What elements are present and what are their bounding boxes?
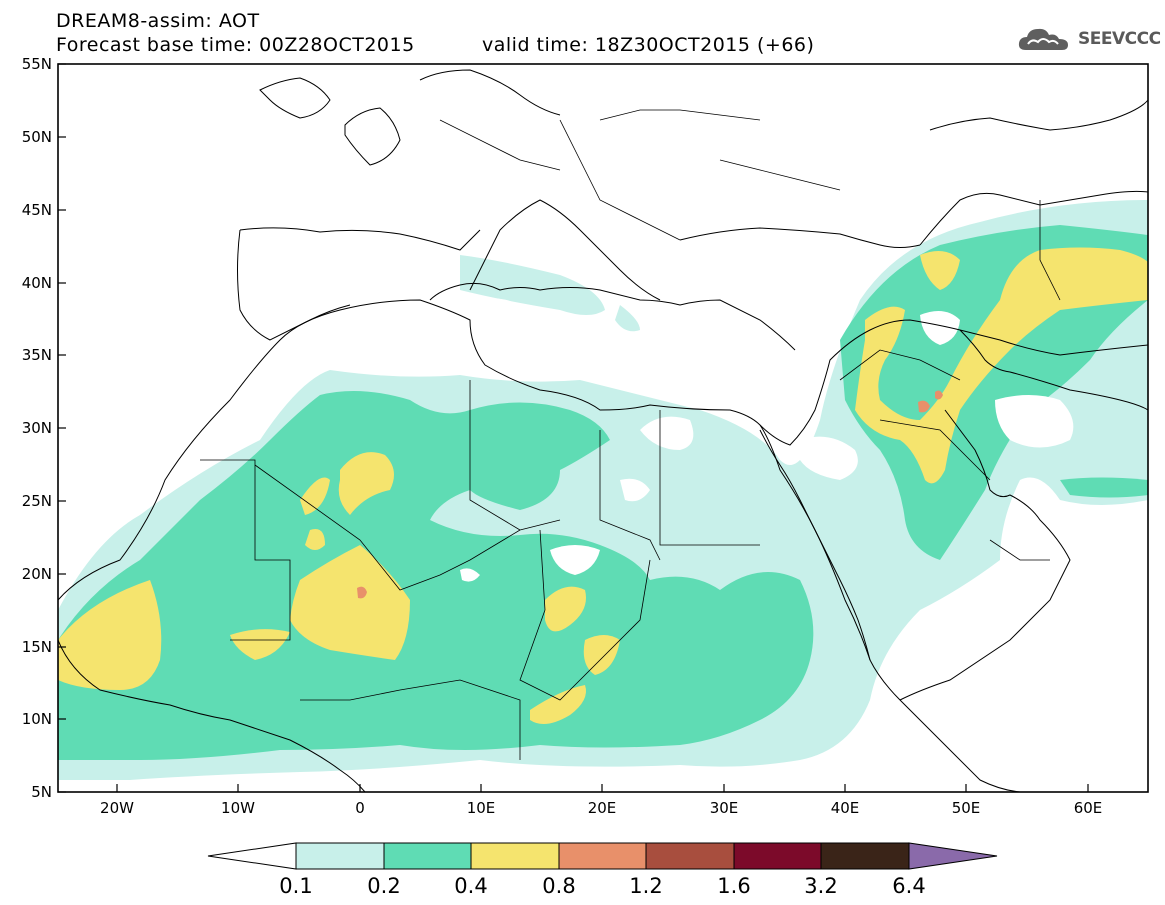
lon-label: 50E [952,799,981,817]
country-borders [200,109,1061,760]
legend-label: 0.8 [542,874,575,898]
legend-swatch [383,842,472,870]
map-title: DREAM8-assim: AOT [56,10,260,32]
lat-label: 50N [22,128,52,146]
lat-label: 25N [22,492,52,510]
lon-label: 20W [100,799,134,817]
legend-swatch [733,842,822,870]
forecast-base-time: Forecast base time: 00Z28OCT2015 [56,34,415,56]
cloud-icon [1018,28,1068,50]
legend-swatch-above [908,842,998,870]
lat-label: 5N [31,783,52,801]
lon-label: 10W [221,799,255,817]
legend-label: 0.4 [454,874,487,898]
aot-band-0-4 [58,247,1148,724]
lon-label: 10E [467,799,496,817]
aot-clear-patches [460,298,1074,582]
lon-label: 30E [710,799,739,817]
lat-label: 20N [22,565,52,583]
coastlines [58,69,1148,792]
lat-label: 10N [22,710,52,728]
logo-text: SEEVCCC [1078,29,1161,49]
aot-band-0-8 [357,390,943,599]
aot-band-0-1 [58,200,1148,780]
legend-label: 3.2 [804,874,837,898]
map-frame [57,63,1149,793]
lat-label: 40N [22,274,52,292]
legend-swatch [558,842,647,870]
lat-label: 15N [22,638,52,656]
valid-time: valid time: 18Z30OCT2015 (+66) [482,34,815,56]
legend-label: 0.1 [279,874,312,898]
lon-label: 40E [831,799,860,817]
lat-label: 55N [22,55,52,73]
longitude-labels: 20W 10W 0 10E 20E 30E 40E 50E 60E [100,799,1102,817]
lon-label: 0 [355,799,365,817]
lat-label: 35N [22,346,52,364]
axis-ticks [58,63,1089,793]
legend-swatch-below [207,842,297,870]
legend-swatch [820,842,910,870]
lat-label: 30N [22,419,52,437]
legend-label: 6.4 [892,874,925,898]
aot-band-0-2 [58,225,1148,760]
color-legend [207,842,998,870]
legend-label: 0.2 [367,874,400,898]
legend-label: 1.2 [629,874,662,898]
lon-label: 60E [1074,799,1103,817]
seevccc-logo: SEEVCCC [1016,24,1161,54]
legend-label: 1.6 [717,874,750,898]
aot-fill-layer [58,200,1148,780]
latitude-labels: 55N 50N 45N 40N 35N 30N 25N 20N 15N 10N … [22,55,52,801]
lon-label: 20E [588,799,617,817]
lat-label: 45N [22,201,52,219]
legend-swatch [645,842,735,870]
legend-swatch [295,842,385,870]
legend-swatch [470,842,560,870]
legend-labels: 0.1 0.2 0.4 0.8 1.2 1.6 3.2 6.4 [279,874,925,898]
